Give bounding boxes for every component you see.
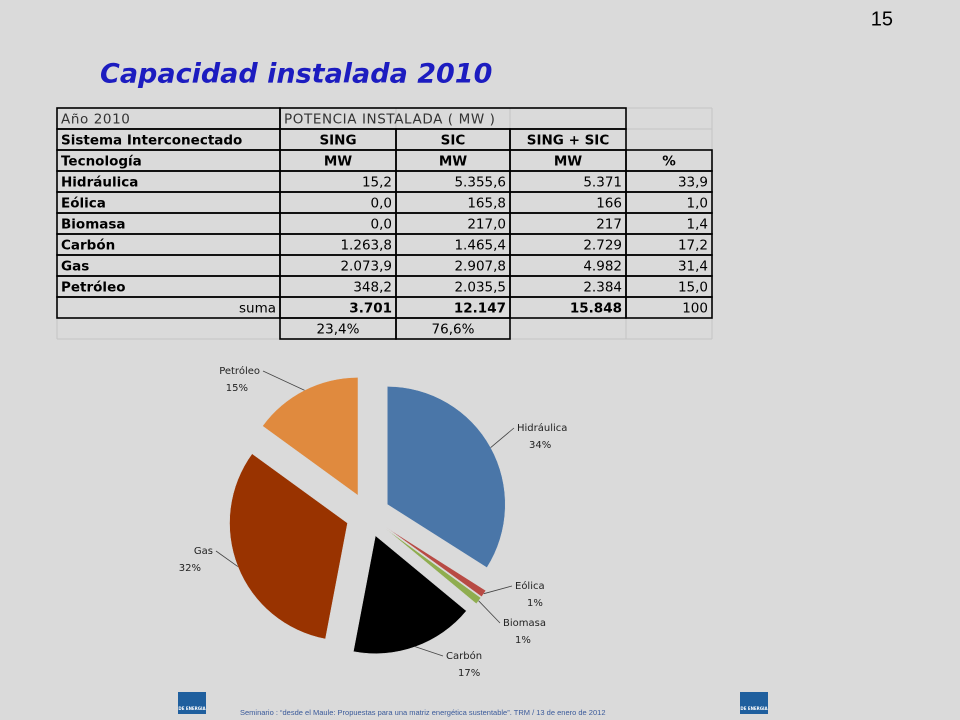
slice-label: Gas [194, 546, 213, 557]
pie-slice [385, 528, 482, 605]
table-cell-text: SIC [441, 133, 466, 149]
table-cell-text: 348,2 [353, 280, 392, 296]
slide-title: Capacidad instalada 2010 [100, 59, 492, 90]
table-cell-text: 165,8 [467, 196, 506, 212]
table-cell-text: Año 2010 [61, 112, 131, 128]
table: Año 2010 POTENCIA INSTALADA ( MW ) Sistema… [56, 107, 713, 340]
logo-text: DE ENERGIA [740, 706, 768, 711]
table-cell-text: Biomasa [61, 217, 126, 233]
slice-value-label: 15% [226, 383, 248, 394]
leader-line [478, 600, 501, 624]
table-cell-text: 4.982 [583, 259, 622, 275]
table-cell-text: MW [439, 154, 467, 170]
table-cell-text: Sistema Interconectado [61, 133, 242, 149]
table-cell-text: Petróleo [61, 280, 126, 296]
table-cell-text: MW [324, 154, 352, 170]
leader-line [215, 550, 239, 567]
table-cell-text: 33,9 [678, 175, 708, 191]
table-cell-text: SING + SIC [527, 133, 610, 149]
table-cell-text: 15,2 [362, 175, 392, 191]
table-cell-text: 2.035,5 [454, 280, 506, 296]
logo [178, 692, 206, 714]
table-cell-text: 0,0 [371, 196, 392, 212]
leader-line [490, 427, 515, 448]
table-cell-text: 3.701 [349, 301, 392, 317]
table-cell-text: 2.729 [583, 238, 622, 254]
table-cell-text: 76,6% [432, 322, 475, 338]
slice-value-label: 32% [179, 563, 201, 574]
slice-value-label: 17% [458, 668, 480, 679]
logo-text: DE ENERGIA [178, 706, 206, 711]
footer: DE ENERGIA DE ENERGIA Seminario : “desde… [178, 692, 769, 717]
table-cell-text: % [662, 154, 676, 170]
table-cell-text: 1,0 [687, 196, 708, 212]
leader-line [415, 646, 444, 657]
logo [740, 692, 768, 714]
table-cell-text: 100 [682, 301, 708, 317]
pie-slice [353, 535, 467, 654]
table-cell-text: Carbón [61, 238, 115, 254]
table-cell-text: 15,0 [678, 280, 708, 296]
table-cell-text: MW [554, 154, 582, 170]
table-cell-text: Hidráulica [61, 175, 138, 191]
table-cell-text: 217,0 [467, 217, 506, 233]
table-cell-text: 31,4 [678, 259, 708, 275]
table-cell [395, 317, 511, 340]
footer-text: Seminario : “desde el Maule: Propuestas … [240, 708, 606, 717]
table-cell-text: Eólica [61, 196, 106, 212]
pie-chart: Hidráulica 34% Eólica 1% Biomasa 1% Carbón 17% G… [179, 365, 568, 679]
page-number: 15 [871, 8, 893, 30]
table-cell-text: 0,0 [371, 217, 392, 233]
slice-label: Hidráulica [517, 422, 567, 434]
pie-slice [386, 527, 487, 598]
table-cell-text: 23,4% [317, 322, 360, 338]
table-cell-text: 5.355,6 [454, 175, 506, 191]
table-cell-text: 2.907,8 [454, 259, 506, 275]
slice-value-label: 34% [529, 440, 551, 451]
slice-label: Biomasa [503, 618, 546, 629]
table-cell-text: suma [239, 301, 276, 317]
slice-label: Carbón [446, 650, 482, 662]
table-cell-text: 217 [596, 217, 622, 233]
table-cell-text: SING [319, 133, 356, 149]
pie-slice [262, 377, 359, 496]
table-cell-text: 1.263,8 [340, 238, 392, 254]
table-cell-text: 12.147 [454, 301, 506, 317]
table-cell-text: 2.384 [583, 280, 622, 296]
table-cell-text: 17,2 [678, 238, 708, 254]
table-cell-text: 5.371 [583, 175, 622, 191]
table-cell-text: 2.073,9 [340, 259, 392, 275]
slice-value-label: 1% [515, 635, 531, 646]
table-cell-text: 166 [596, 196, 622, 212]
table-cell-text: POTENCIA INSTALADA ( MW ) [284, 112, 496, 128]
slice-value-label: 1% [527, 598, 543, 609]
slice-label: Eólica [515, 580, 545, 592]
table-cell-text: Tecnología [61, 154, 142, 170]
leader-line [483, 585, 513, 595]
table-cell-text: 1.465,4 [454, 238, 506, 254]
slice-label: Petróleo [219, 365, 260, 377]
table-cell [625, 296, 713, 319]
leader-line [262, 370, 305, 391]
pie-slice [229, 453, 348, 640]
table-cell-text: Gas [61, 259, 89, 275]
table-cell-text: 1,4 [687, 217, 708, 233]
table-cell-text: 15.848 [570, 301, 622, 317]
